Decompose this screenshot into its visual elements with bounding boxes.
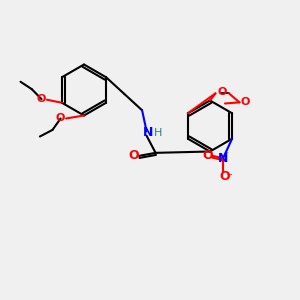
- Text: O: O: [203, 149, 213, 162]
- Text: O: O: [56, 113, 65, 124]
- Text: $^+$: $^+$: [223, 150, 230, 159]
- Text: N: N: [218, 152, 228, 165]
- Text: O: O: [128, 149, 139, 162]
- Text: H: H: [154, 128, 162, 138]
- Text: O: O: [240, 98, 250, 107]
- Text: O: O: [37, 94, 46, 104]
- Text: N: N: [143, 126, 153, 139]
- Text: $^-$: $^-$: [226, 172, 234, 182]
- Text: O: O: [218, 87, 227, 97]
- Text: O: O: [219, 170, 230, 183]
